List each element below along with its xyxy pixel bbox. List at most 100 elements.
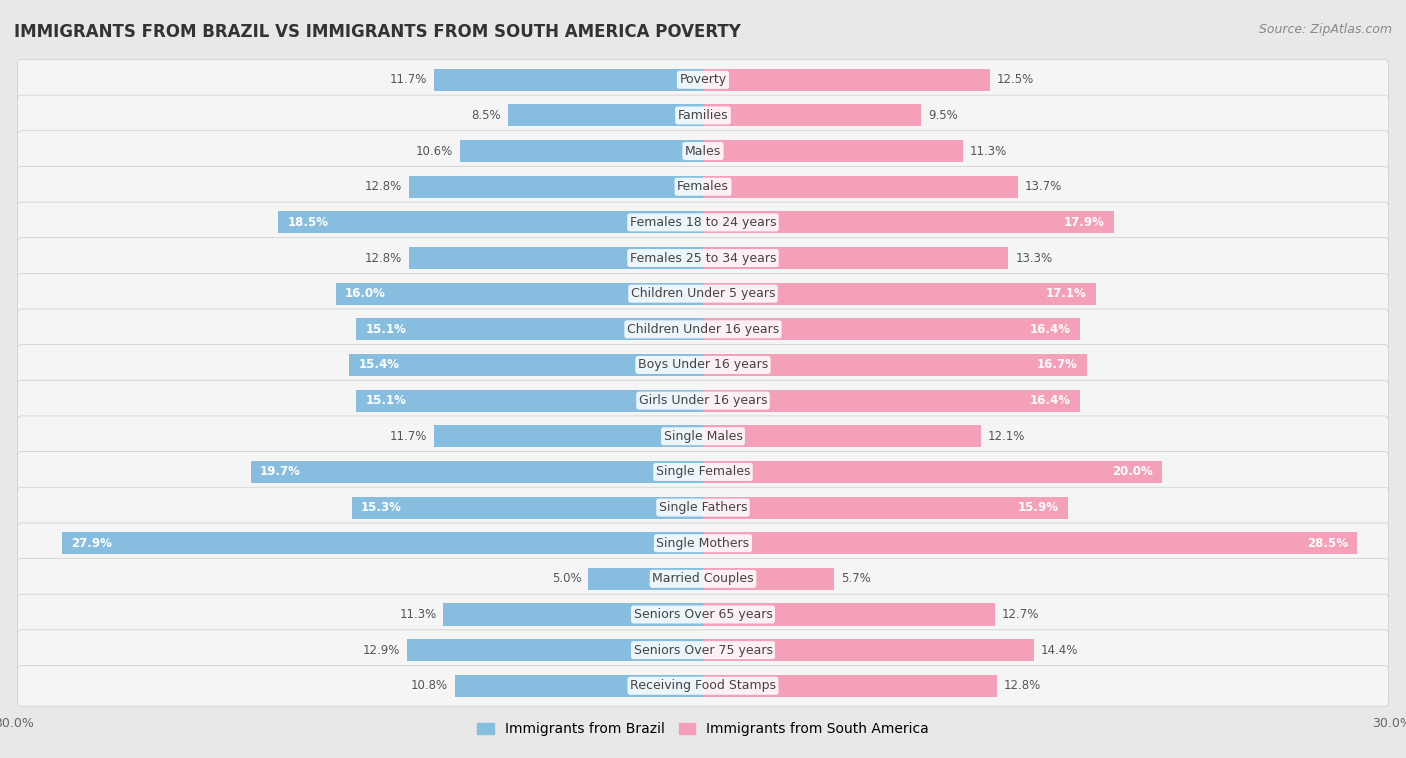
FancyBboxPatch shape [17,345,1389,385]
Text: 17.1%: 17.1% [1046,287,1087,300]
FancyBboxPatch shape [17,523,1389,563]
Text: Source: ZipAtlas.com: Source: ZipAtlas.com [1258,23,1392,36]
Text: Single Males: Single Males [664,430,742,443]
Text: Seniors Over 65 years: Seniors Over 65 years [634,608,772,621]
Text: 16.0%: 16.0% [344,287,385,300]
Bar [703,140,963,162]
Bar [703,568,834,590]
FancyBboxPatch shape [17,95,1389,136]
Bar [703,675,997,697]
Text: 12.8%: 12.8% [1004,679,1040,692]
Bar [409,176,703,198]
FancyBboxPatch shape [17,274,1389,314]
Text: 16.7%: 16.7% [1036,359,1077,371]
Text: 12.7%: 12.7% [1001,608,1039,621]
Text: Females: Females [678,180,728,193]
Text: 13.3%: 13.3% [1015,252,1053,265]
Text: Males: Males [685,145,721,158]
Text: 17.9%: 17.9% [1064,216,1105,229]
Text: 11.3%: 11.3% [399,608,437,621]
Text: 15.9%: 15.9% [1018,501,1059,514]
Text: 14.4%: 14.4% [1040,644,1078,656]
Text: Families: Families [678,109,728,122]
Text: Girls Under 16 years: Girls Under 16 years [638,394,768,407]
Legend: Immigrants from Brazil, Immigrants from South America: Immigrants from Brazil, Immigrants from … [471,717,935,742]
FancyBboxPatch shape [17,202,1389,243]
Bar [703,461,1163,483]
Bar [703,105,921,127]
Bar [434,69,703,91]
Text: 5.0%: 5.0% [551,572,581,585]
FancyBboxPatch shape [17,59,1389,100]
Text: Children Under 5 years: Children Under 5 years [631,287,775,300]
Text: 12.8%: 12.8% [366,252,402,265]
Text: Single Fathers: Single Fathers [659,501,747,514]
Bar [703,247,1008,269]
Bar [443,603,703,625]
Text: 12.8%: 12.8% [366,180,402,193]
Text: 15.3%: 15.3% [361,501,402,514]
Text: Boys Under 16 years: Boys Under 16 years [638,359,768,371]
Text: Single Females: Single Females [655,465,751,478]
Text: 8.5%: 8.5% [471,109,501,122]
Bar [703,211,1114,233]
Text: 16.4%: 16.4% [1029,394,1070,407]
Text: 20.0%: 20.0% [1112,465,1153,478]
FancyBboxPatch shape [17,487,1389,528]
Bar [352,496,703,518]
Text: 11.3%: 11.3% [969,145,1007,158]
Text: Females 25 to 34 years: Females 25 to 34 years [630,252,776,265]
Text: 11.7%: 11.7% [389,430,427,443]
Bar [703,496,1069,518]
Bar [409,247,703,269]
Bar [508,105,703,127]
Text: 13.7%: 13.7% [1025,180,1062,193]
Text: 10.6%: 10.6% [415,145,453,158]
Bar [406,639,703,661]
Bar [588,568,703,590]
Bar [703,639,1033,661]
Bar [250,461,703,483]
Text: 12.5%: 12.5% [997,74,1035,86]
Bar [703,425,981,447]
Bar [349,354,703,376]
FancyBboxPatch shape [17,559,1389,599]
Text: 16.4%: 16.4% [1029,323,1070,336]
Bar [703,354,1087,376]
Text: 10.8%: 10.8% [411,679,449,692]
FancyBboxPatch shape [17,238,1389,278]
Text: 12.1%: 12.1% [988,430,1025,443]
Text: Children Under 16 years: Children Under 16 years [627,323,779,336]
Bar [703,603,994,625]
Text: 15.1%: 15.1% [366,323,406,336]
Text: 28.5%: 28.5% [1308,537,1348,550]
Bar [460,140,703,162]
Text: Married Couples: Married Couples [652,572,754,585]
FancyBboxPatch shape [17,594,1389,634]
Text: Females 18 to 24 years: Females 18 to 24 years [630,216,776,229]
Text: 5.7%: 5.7% [841,572,870,585]
Bar [336,283,703,305]
Bar [356,318,703,340]
Text: 15.4%: 15.4% [359,359,399,371]
Bar [703,69,990,91]
Bar [356,390,703,412]
Bar [456,675,703,697]
Text: 27.9%: 27.9% [72,537,112,550]
Bar [703,318,1080,340]
FancyBboxPatch shape [17,167,1389,207]
Text: Seniors Over 75 years: Seniors Over 75 years [634,644,772,656]
FancyBboxPatch shape [17,630,1389,671]
FancyBboxPatch shape [17,666,1389,706]
Text: Poverty: Poverty [679,74,727,86]
Bar [703,390,1080,412]
Bar [703,532,1358,554]
Bar [703,176,1018,198]
Bar [703,283,1095,305]
Bar [62,532,703,554]
Text: 19.7%: 19.7% [260,465,301,478]
Text: IMMIGRANTS FROM BRAZIL VS IMMIGRANTS FROM SOUTH AMERICA POVERTY: IMMIGRANTS FROM BRAZIL VS IMMIGRANTS FRO… [14,23,741,41]
Text: Single Mothers: Single Mothers [657,537,749,550]
Bar [434,425,703,447]
Text: Receiving Food Stamps: Receiving Food Stamps [630,679,776,692]
